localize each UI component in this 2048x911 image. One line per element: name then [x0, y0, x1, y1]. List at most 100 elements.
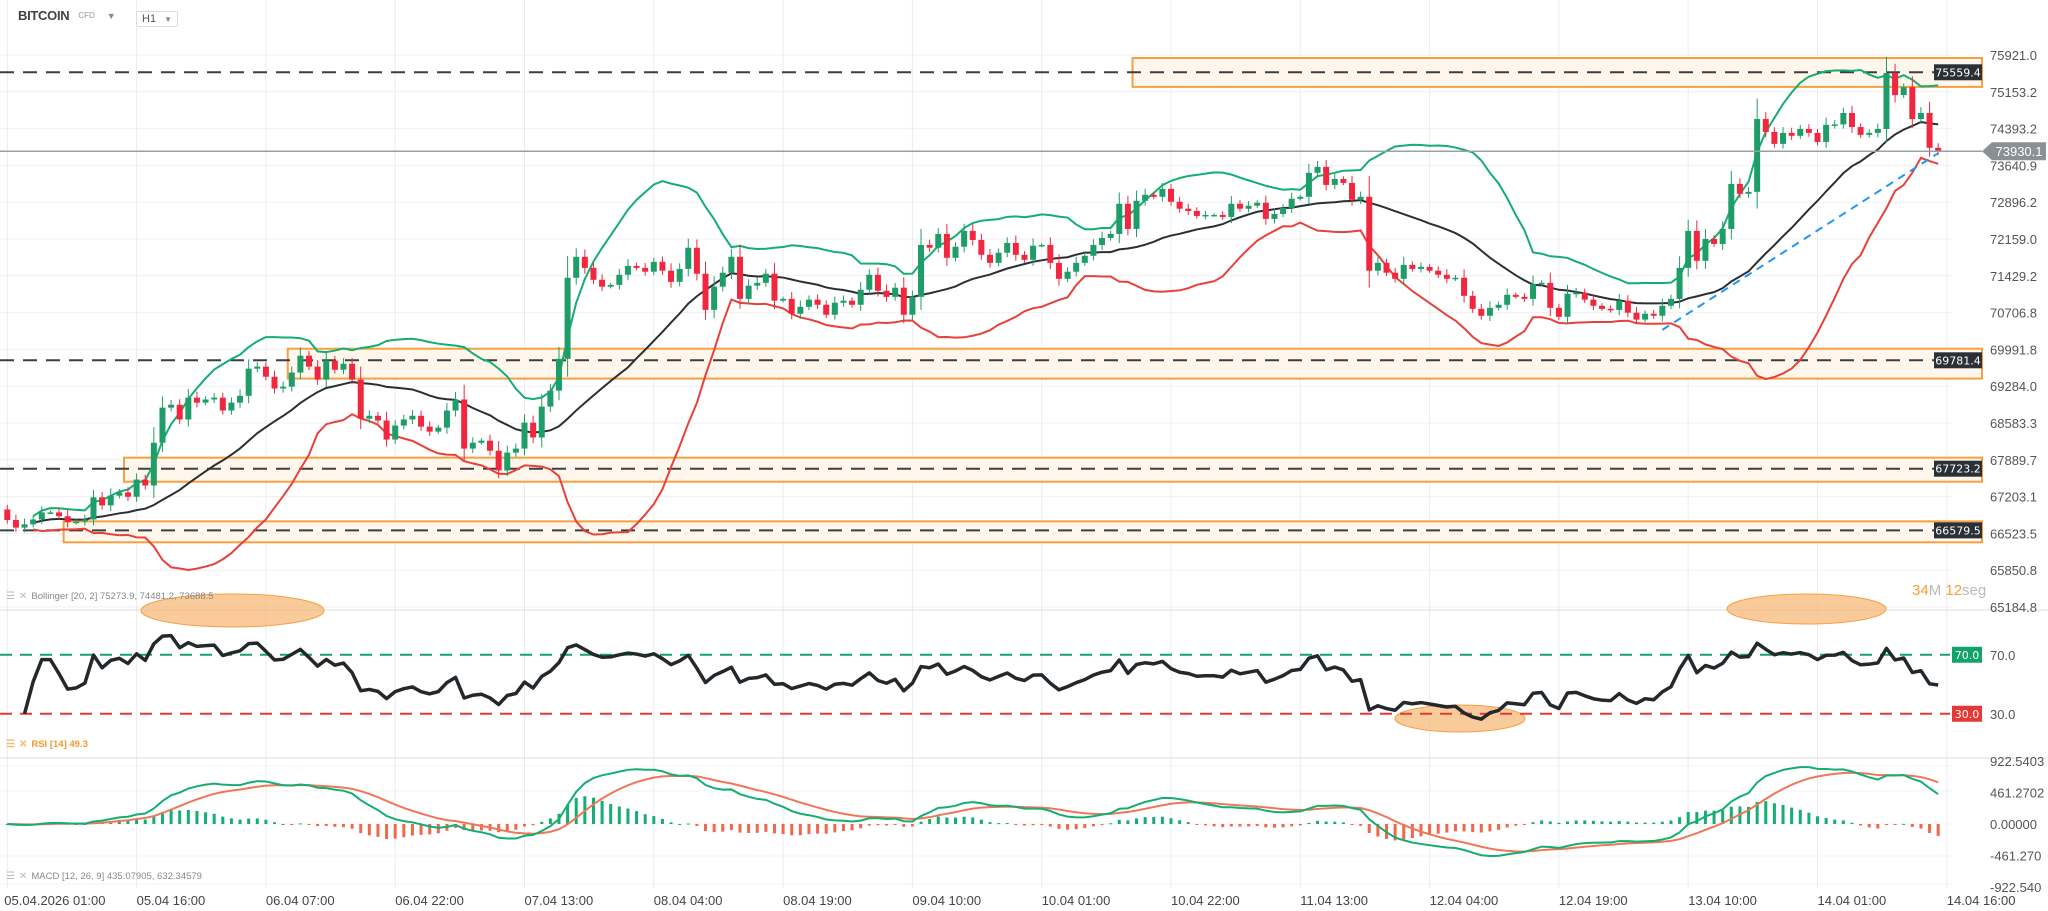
candle[interactable]	[1280, 204, 1287, 218]
candle[interactable]	[849, 297, 856, 308]
candle[interactable]	[1245, 201, 1252, 213]
candle[interactable]	[1099, 231, 1106, 251]
candle[interactable]	[38, 506, 45, 525]
candle[interactable]	[1530, 275, 1537, 306]
candle[interactable]	[90, 489, 97, 526]
candle[interactable]	[1090, 239, 1097, 261]
candle[interactable]	[573, 248, 580, 285]
candle[interactable]	[978, 233, 985, 260]
candle[interactable]	[409, 410, 416, 425]
candle[interactable]	[150, 427, 157, 498]
candle[interactable]	[1909, 76, 1916, 128]
candle[interactable]	[254, 362, 261, 373]
candle[interactable]	[857, 282, 864, 311]
candle[interactable]	[883, 284, 890, 302]
candle[interactable]	[1659, 298, 1666, 322]
candle[interactable]	[400, 414, 407, 430]
candle[interactable]	[900, 277, 907, 324]
candle[interactable]	[1616, 293, 1623, 316]
candle[interactable]	[1633, 307, 1640, 325]
candle[interactable]	[892, 282, 899, 301]
candle[interactable]	[1314, 160, 1321, 178]
candle[interactable]	[1012, 235, 1019, 261]
candle[interactable]	[1469, 290, 1476, 313]
candle[interactable]	[1788, 127, 1795, 140]
candle[interactable]	[1392, 268, 1399, 283]
candle[interactable]	[1193, 207, 1200, 219]
candle[interactable]	[1512, 292, 1519, 299]
candle[interactable]	[1642, 310, 1649, 323]
candle[interactable]	[1900, 83, 1907, 99]
candle[interactable]	[21, 518, 28, 533]
candle[interactable]	[1805, 124, 1812, 137]
candle[interactable]	[1555, 303, 1562, 321]
candle[interactable]	[555, 346, 562, 401]
candle[interactable]	[1823, 117, 1830, 148]
candle[interactable]	[599, 274, 606, 292]
candle[interactable]	[1762, 112, 1769, 138]
candle[interactable]	[168, 399, 175, 412]
candle[interactable]	[1831, 119, 1838, 129]
candle[interactable]	[1219, 211, 1226, 220]
candle[interactable]	[504, 445, 511, 477]
candle[interactable]	[228, 397, 235, 415]
candle[interactable]	[306, 351, 312, 371]
candle[interactable]	[969, 224, 976, 246]
candle[interactable]	[840, 295, 847, 307]
candle[interactable]	[1081, 252, 1088, 266]
candle[interactable]	[564, 256, 571, 377]
candle[interactable]	[1573, 287, 1580, 298]
candle[interactable]	[728, 248, 735, 280]
candle[interactable]	[616, 269, 623, 290]
candle[interactable]	[193, 391, 200, 408]
candle[interactable]	[81, 514, 88, 526]
candle[interactable]	[426, 421, 433, 436]
candle[interactable]	[271, 370, 278, 394]
candle[interactable]	[1650, 309, 1657, 319]
close-icon[interactable]: ✕	[18, 871, 28, 882]
candle[interactable]	[1107, 230, 1114, 241]
candle[interactable]	[211, 393, 218, 404]
candle[interactable]	[1504, 288, 1511, 310]
candle[interactable]	[1892, 63, 1899, 103]
candle[interactable]	[331, 355, 338, 374]
candle[interactable]	[754, 277, 761, 290]
candle[interactable]	[73, 518, 80, 525]
candle[interactable]	[530, 415, 537, 444]
candle[interactable]	[1797, 124, 1804, 140]
candle[interactable]	[288, 366, 295, 392]
candle[interactable]	[1262, 195, 1269, 225]
candle[interactable]	[737, 244, 743, 309]
candle[interactable]	[1719, 221, 1726, 251]
candle[interactable]	[383, 411, 390, 447]
candle[interactable]	[323, 351, 330, 388]
candle[interactable]	[357, 366, 364, 430]
candle[interactable]	[478, 438, 485, 445]
candle[interactable]	[1624, 295, 1631, 318]
candle[interactable]	[237, 389, 244, 408]
candle[interactable]	[1288, 192, 1295, 213]
candle[interactable]	[262, 362, 269, 381]
candle[interactable]	[961, 223, 968, 253]
candle[interactable]	[1236, 200, 1243, 212]
candle[interactable]	[581, 249, 588, 274]
candle[interactable]	[1133, 190, 1140, 238]
candle[interactable]	[1305, 163, 1312, 205]
candle[interactable]	[1607, 305, 1614, 313]
candle[interactable]	[762, 268, 769, 287]
candle[interactable]	[1116, 192, 1123, 244]
candle[interactable]	[590, 262, 597, 285]
candle[interactable]	[702, 261, 709, 320]
candle[interactable]	[1073, 256, 1080, 277]
candle[interactable]	[814, 294, 821, 309]
candle[interactable]	[1021, 251, 1028, 263]
candle[interactable]	[642, 263, 649, 276]
candle[interactable]	[1331, 173, 1338, 190]
candle[interactable]	[1030, 238, 1037, 266]
candle[interactable]	[1461, 269, 1468, 303]
candle[interactable]	[56, 508, 63, 520]
candle[interactable]	[1297, 194, 1304, 201]
candle[interactable]	[1435, 266, 1442, 279]
candle[interactable]	[952, 242, 959, 262]
candle[interactable]	[219, 392, 226, 415]
